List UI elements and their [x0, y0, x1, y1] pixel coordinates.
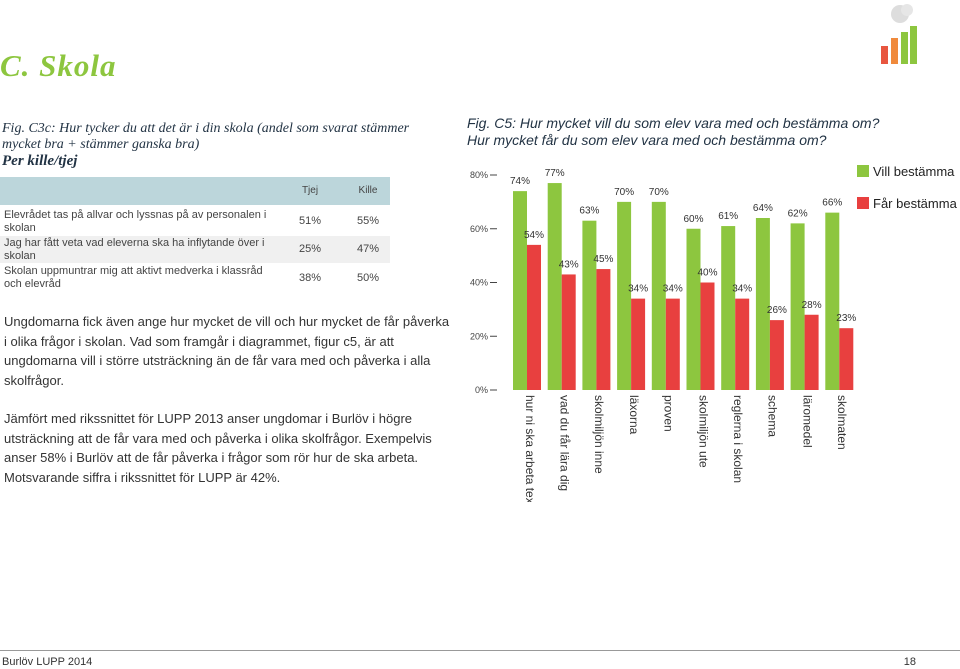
cell: 51%	[298, 215, 322, 227]
cell: 55%	[356, 215, 380, 227]
data-label: 34%	[732, 284, 752, 295]
cell: 47%	[356, 243, 380, 255]
bar	[547, 183, 562, 390]
paragraph: Ungdomarna fick även ange hur mycket de …	[4, 314, 450, 388]
bar	[686, 228, 701, 390]
data-label: 66%	[822, 198, 842, 209]
data-label: 70%	[649, 187, 669, 198]
data-label: 23%	[836, 313, 856, 324]
legend-swatch	[857, 165, 869, 177]
bar	[721, 226, 736, 390]
legend-label: Får bestämma	[873, 196, 958, 211]
bar	[527, 244, 541, 390]
data-label: 45%	[593, 254, 613, 265]
bar	[631, 298, 646, 390]
bar	[804, 314, 819, 390]
data-label: 77%	[545, 168, 565, 179]
cell: 38%	[298, 272, 322, 284]
data-label: 34%	[628, 284, 648, 295]
footer-left: Burlöv LUPP 2014	[2, 656, 93, 668]
table-row: Skolan uppmuntrar mig att aktivt medverk…	[0, 263, 390, 291]
data-label: 40%	[697, 268, 717, 279]
table-header: Tjej Kille	[0, 177, 390, 205]
data-label: 61%	[718, 211, 738, 222]
data-label: 62%	[788, 208, 808, 219]
row-label: Jag har fått veta vad eleverna ska ha in…	[4, 237, 265, 262]
data-label: 54%	[524, 230, 544, 241]
figure-subtitle: Per kille/tjej	[2, 153, 78, 169]
data-label: 64%	[753, 203, 773, 214]
chart-title: Fig. C5: Hur mycket vill du som elev var…	[467, 115, 880, 131]
page-title: C. Skola	[0, 48, 117, 83]
chart: Fig. C5: Hur mycket vill du som elev var…	[467, 115, 958, 502]
bar	[561, 274, 576, 390]
row-label: Skolan uppmuntrar mig att aktivt medverk…	[4, 265, 263, 290]
y-tick-label: 60%	[470, 224, 488, 234]
y-tick-label: 80%	[470, 170, 488, 180]
cell: 25%	[298, 243, 322, 255]
figure-title: Fig. C3c: Hur tycker du att det är i din…	[2, 121, 410, 152]
bar	[665, 298, 680, 390]
x-tick-label: vad du får lära dig	[558, 395, 572, 491]
y-tick-label: 0%	[475, 385, 488, 395]
y-tick-label: 20%	[470, 331, 488, 341]
data-label: 63%	[579, 206, 599, 217]
x-tick-label: schema	[766, 395, 780, 437]
bar	[651, 201, 666, 390]
x-tick-label: skolmiljön inne	[592, 395, 606, 474]
table-row: Jag har fått veta vad eleverna ska ha in…	[0, 236, 390, 263]
row-label: Elevrådet tas på allvar och lyssnas på a…	[4, 209, 267, 234]
bar	[790, 223, 805, 390]
data-label: 26%	[767, 305, 787, 316]
x-tick-label: skolmaten	[835, 395, 849, 450]
column-header: Kille	[358, 185, 378, 196]
bar	[735, 298, 750, 390]
table-row: Elevrådet tas på allvar och lyssnas på a…	[0, 207, 390, 236]
legend-swatch	[857, 197, 869, 209]
data-label: 34%	[663, 284, 683, 295]
data-label: 28%	[802, 300, 822, 311]
bar	[700, 282, 715, 390]
bar	[825, 212, 840, 390]
column-header: Tjej	[301, 185, 319, 196]
x-tick-label: skolmiljön ute	[696, 395, 710, 468]
data-label: 43%	[559, 259, 579, 270]
x-tick-label: läxorna	[627, 395, 641, 435]
x-tick-label: proven	[662, 395, 676, 432]
bar	[513, 191, 527, 390]
bar	[769, 320, 784, 390]
data-label: 70%	[614, 187, 634, 198]
x-tick-label: reglerna i skolan	[731, 395, 745, 483]
bar	[596, 269, 611, 390]
bar	[839, 328, 854, 390]
legend-label: Vill bestämma	[873, 164, 955, 179]
bar	[617, 201, 632, 390]
bar	[582, 220, 597, 390]
logo	[881, 4, 917, 64]
y-tick-label: 40%	[470, 278, 488, 288]
cell: 50%	[356, 272, 380, 284]
paragraph: Jämfört med rikssnittet för LUPP 2013 an…	[4, 411, 432, 485]
x-tick-label: läromedel	[800, 395, 814, 448]
x-tick-label: hur ni ska arbeta tex grupparbete	[523, 395, 537, 502]
data-label: 74%	[510, 176, 530, 187]
page-number: 18	[903, 656, 916, 668]
chart-subtitle: Hur mycket får du som elev vara med och …	[467, 132, 827, 148]
data-label: 60%	[683, 214, 703, 225]
footer-rule	[0, 650, 960, 651]
bar	[755, 218, 770, 390]
